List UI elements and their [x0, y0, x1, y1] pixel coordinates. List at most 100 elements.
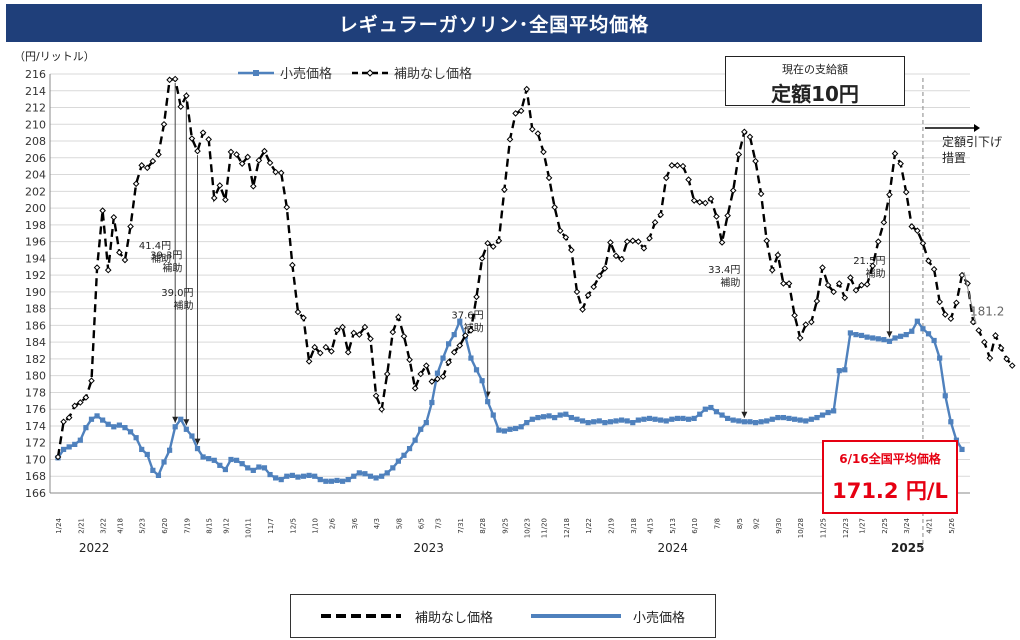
retail-point — [674, 415, 681, 422]
unsubsidized-point — [155, 151, 162, 158]
x-tick-label: 8/15 — [206, 518, 214, 534]
retail-point — [881, 337, 887, 343]
retail-point — [127, 429, 134, 435]
retail-point — [312, 473, 318, 479]
retail-point — [334, 477, 340, 484]
retail-point — [485, 399, 491, 405]
x-tick-label: 9/12 — [222, 518, 230, 534]
retail-point — [72, 441, 78, 447]
retail-point — [434, 370, 441, 376]
retail-point — [189, 433, 195, 439]
retail-point — [836, 368, 842, 374]
unsubsidized-point — [601, 265, 609, 272]
y-tick-label: 172 — [25, 437, 46, 450]
unsubsidized-point — [305, 358, 313, 365]
x-tick-label: 10/28 — [797, 518, 805, 538]
unsubsidized-point — [925, 257, 932, 265]
x-tick-label: 4/15 — [647, 518, 655, 534]
retail-point — [512, 425, 519, 432]
retail-point — [446, 341, 452, 347]
unsubsidized-point — [383, 370, 391, 378]
retail-point — [780, 414, 787, 421]
retail-point — [663, 418, 669, 424]
retail-point — [764, 418, 770, 424]
retail-point — [200, 454, 206, 460]
x-tick-label: 3/22 — [100, 518, 108, 534]
retail-point — [791, 416, 798, 422]
unsubsidized-point — [880, 219, 888, 226]
retail-point — [708, 404, 714, 411]
retail-point — [719, 412, 725, 418]
retail-point — [563, 411, 569, 417]
unsubsidized-point — [484, 239, 491, 247]
y-axis-unit: （円/リットル） — [14, 50, 95, 63]
legend-retail-label: 小売価格 — [280, 66, 332, 82]
retail-point — [619, 417, 625, 423]
unsubsidized-point — [897, 160, 904, 167]
retail-point — [552, 414, 558, 421]
unsubsidized-point — [981, 338, 988, 346]
unsubsidized-point — [640, 244, 648, 252]
x-tick-label: 5/13 — [669, 518, 677, 534]
unsubsidized-point — [65, 414, 73, 421]
unsubsidized-point — [685, 176, 692, 183]
retail-point — [256, 464, 262, 470]
end-value-leader — [963, 272, 977, 324]
unsubsidized-point — [729, 187, 737, 194]
retail-point — [412, 437, 418, 443]
unsubsidized-point — [194, 147, 201, 155]
unsubsidized-point — [651, 219, 659, 226]
unsubsidized-point — [534, 130, 542, 137]
y-tick-label: 196 — [25, 236, 46, 249]
legend-dashed-line-icon — [321, 614, 401, 618]
retail-point — [613, 418, 619, 424]
unsubsidized-point — [813, 297, 821, 305]
unsubsidized-point — [216, 182, 224, 189]
unsubsidized-point — [171, 75, 179, 83]
x-tick-label: 1/10 — [312, 518, 320, 534]
unsubsidized-point — [914, 227, 921, 235]
y-tick-label: 210 — [25, 118, 46, 131]
retail-point — [295, 474, 301, 480]
unsubsidized-point — [886, 191, 893, 198]
unsubsidized-point — [478, 255, 486, 262]
retail-point — [524, 420, 530, 426]
latest-price-box: 6/16全国平均価格 171.2 円/L — [822, 440, 958, 514]
retail-point — [875, 336, 881, 342]
retail-point — [847, 330, 853, 336]
x-tick-label: 7/19 — [183, 518, 191, 534]
subsidy-annotation: 補助 — [174, 299, 194, 312]
y-tick-label: 176 — [25, 403, 46, 416]
y-tick-label: 166 — [25, 487, 46, 500]
retail-point — [758, 419, 764, 425]
retail-point — [702, 406, 708, 412]
unsubsidized-point — [808, 318, 815, 326]
retail-point — [730, 417, 736, 423]
x-tick-label: 1/24 — [55, 517, 63, 533]
retail-point — [892, 335, 898, 341]
unsubsidized-point — [121, 256, 129, 264]
unsubsidized-point — [244, 153, 252, 161]
unsubsidized-point — [143, 164, 151, 172]
unsubsidized-point — [785, 280, 793, 287]
retail-point — [752, 420, 759, 426]
retail-point — [942, 393, 948, 399]
x-tick-label: 3/6 — [351, 517, 359, 529]
bottom-legend: 補助なし価格 小売価格 — [290, 594, 716, 638]
retail-point — [948, 419, 954, 425]
unsubsidized-point — [657, 211, 664, 219]
unsubsidized-point — [250, 182, 257, 190]
y-tick-label: 174 — [25, 420, 46, 433]
unsubsidized-point — [869, 262, 877, 270]
x-tick-label: 12/5 — [289, 518, 297, 534]
subsidy-annotation: 33.4円 — [708, 265, 740, 276]
retail-point — [139, 446, 145, 453]
current-subsidy-value: 定額10円 — [771, 82, 859, 106]
y-tick-label: 200 — [25, 202, 46, 215]
retail-point — [217, 462, 223, 468]
retail-point — [379, 473, 385, 479]
unsubsidized-point — [177, 103, 185, 110]
retail-point — [864, 334, 870, 340]
unsubsidized-point — [389, 328, 397, 336]
